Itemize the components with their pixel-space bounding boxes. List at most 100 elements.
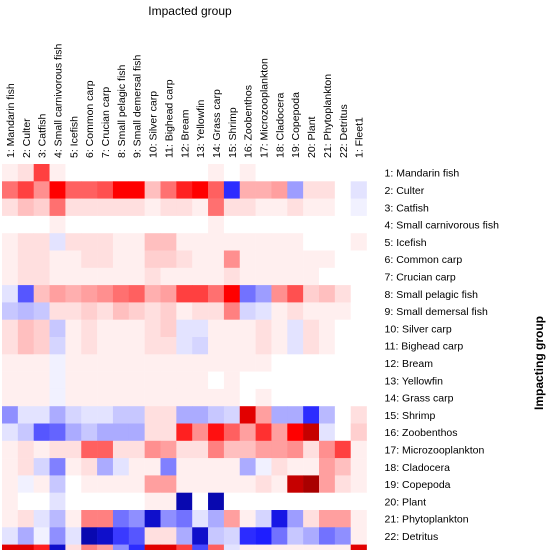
heatmap-cell <box>112 371 130 390</box>
heatmap-cell <box>334 233 351 251</box>
heatmap-cell <box>17 181 34 199</box>
heatmap-cell <box>112 215 130 234</box>
x-axis-title: Impacted group <box>148 4 232 18</box>
heatmap-cell <box>208 371 225 390</box>
heatmap-cell <box>128 458 145 476</box>
heatmap-cell <box>112 423 130 442</box>
heatmap-cell <box>33 440 50 459</box>
heatmap-cell <box>2 544 19 555</box>
heatmap-cell <box>176 319 193 338</box>
heatmap-cell <box>223 510 241 528</box>
heatmap-cell <box>112 319 130 338</box>
heatmap-cell <box>81 492 98 511</box>
column-label: 11: Bighead carp <box>163 79 175 158</box>
heatmap-cell <box>17 440 34 459</box>
column-label: 18: Cladocera <box>274 92 286 158</box>
heatmap-cell <box>160 388 177 407</box>
row-label: 16: Zoobenthos <box>385 427 458 439</box>
heatmap-cell <box>350 250 367 269</box>
heatmap-cell <box>255 458 272 476</box>
heatmap-cell <box>192 510 209 528</box>
heatmap-cell <box>160 250 177 269</box>
heatmap-cell <box>239 544 256 555</box>
heatmap-cell <box>287 198 304 217</box>
heatmap-cell <box>255 406 272 424</box>
heatmap-cell <box>160 354 177 372</box>
heatmap-cell <box>17 544 34 555</box>
heatmap-cell <box>128 475 145 493</box>
column-label: 2: Culter <box>21 118 33 158</box>
heatmap-cell <box>287 527 304 545</box>
heatmap-cell <box>49 181 66 199</box>
heatmap-cell <box>176 388 193 407</box>
heatmap-cell <box>176 267 193 286</box>
heatmap-cell <box>49 337 66 355</box>
heatmap-cell <box>303 233 320 251</box>
row-labels: 1: Mandarin fish 2: Culter 3: Catfish 4: Sm… <box>385 168 500 555</box>
heatmap-cell <box>223 319 241 338</box>
heatmap-cell <box>223 233 241 251</box>
heatmap-cell <box>128 164 145 182</box>
heatmap-cell <box>128 423 145 442</box>
heatmap-cell <box>319 510 336 528</box>
heatmap-cell <box>350 527 367 545</box>
heatmap-cell <box>81 164 98 182</box>
heatmap-cell <box>65 510 82 528</box>
heatmap-cell <box>319 319 336 338</box>
heatmap-cell <box>49 510 66 528</box>
heatmap-cell <box>239 475 256 493</box>
heatmap-cell <box>97 215 114 234</box>
column-label: 13: Yellowfin <box>195 99 207 158</box>
heatmap-cell <box>271 371 288 390</box>
heatmap-cell <box>208 233 225 251</box>
heatmap-cell <box>128 302 145 320</box>
heatmap-cell <box>192 354 209 372</box>
heatmap-cell <box>144 164 161 182</box>
heatmap-cell <box>128 492 145 511</box>
heatmap-cell <box>81 337 98 355</box>
heatmap-cell <box>208 492 225 511</box>
heatmap-cell <box>255 388 272 407</box>
heatmap-cell <box>160 215 177 234</box>
heatmap-cell <box>49 198 66 217</box>
heatmap-cell <box>65 354 82 372</box>
heatmap-cell <box>334 337 351 355</box>
heatmap-cell <box>2 181 19 199</box>
heatmap-cell <box>112 440 130 459</box>
heatmap-cell <box>160 527 177 545</box>
heatmap-cell <box>2 510 19 528</box>
heatmap-cell <box>97 544 114 555</box>
heatmap-cell <box>128 267 145 286</box>
heatmap-cell <box>208 510 225 528</box>
heatmap-cell <box>176 475 193 493</box>
heatmap-cell <box>208 406 225 424</box>
heatmap-cell <box>81 233 98 251</box>
heatmap-cell <box>176 406 193 424</box>
heatmap-cell <box>350 164 367 182</box>
heatmap-cell <box>176 440 193 459</box>
heatmap-cell <box>17 527 34 545</box>
heatmap-cell <box>49 406 66 424</box>
heatmap-cell <box>239 302 256 320</box>
heatmap-cell <box>287 440 304 459</box>
heatmap-cell <box>176 371 193 390</box>
heatmap-cell <box>128 406 145 424</box>
heatmap-cell <box>33 492 50 511</box>
heatmap-cell <box>144 510 161 528</box>
heatmap-cell <box>128 371 145 390</box>
heatmap-cell <box>81 319 98 338</box>
heatmap-cell <box>271 285 288 303</box>
heatmap-cell <box>176 337 193 355</box>
heatmap-cell <box>160 267 177 286</box>
heatmap-cell <box>334 440 351 459</box>
heatmap-cell <box>160 319 177 338</box>
heatmap-cell <box>287 371 304 390</box>
heatmap-cell <box>255 164 272 182</box>
heatmap-cell <box>144 181 161 199</box>
heatmap-cell <box>208 440 225 459</box>
heatmap-cell <box>303 215 320 234</box>
heatmap-cell <box>239 250 256 269</box>
heatmap-cell <box>17 267 34 286</box>
heatmap-cell <box>208 198 225 217</box>
heatmap-cell <box>128 233 145 251</box>
